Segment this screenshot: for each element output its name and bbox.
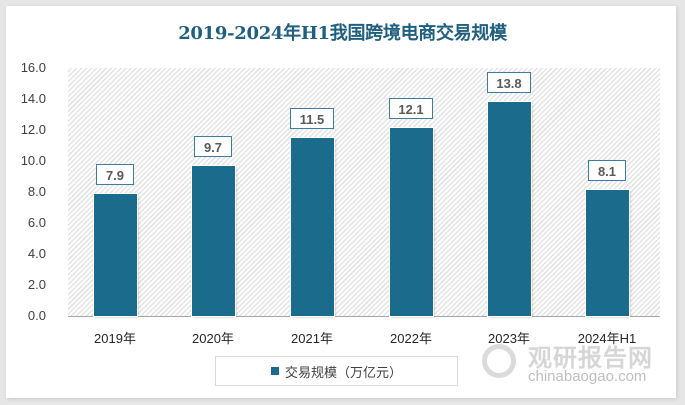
data-label: 12.1 <box>389 98 433 120</box>
y-tick-label: 4.0 <box>27 246 46 261</box>
bar <box>389 128 433 316</box>
bar <box>93 193 137 316</box>
x-axis-line <box>68 316 660 317</box>
data-label: 9.7 <box>194 135 232 157</box>
x-tick-label: 2021年 <box>291 331 333 346</box>
y-tick-label: 12.0 <box>20 122 46 137</box>
watermark: 观研报告网 chinabaogao.com <box>478 338 678 398</box>
bar <box>191 165 235 316</box>
watermark-logo-icon <box>482 344 516 378</box>
x-tick-label: 2023年 <box>488 331 530 346</box>
y-tick-label: 14.0 <box>20 91 46 106</box>
chart-title: 2019-2024年H1我国跨境电商交易规模 <box>178 23 507 44</box>
legend: 交易规模（万亿元） <box>215 356 458 386</box>
x-tick-label: 2022年 <box>390 331 432 346</box>
y-tick-label: 8.0 <box>27 184 46 199</box>
x-tick-label: 2020年 <box>192 331 234 346</box>
legend-label: 交易规模（万亿元） <box>284 365 402 381</box>
bar <box>487 102 531 316</box>
y-tick-label: 0.0 <box>27 308 46 323</box>
data-label: 7.9 <box>96 163 134 185</box>
bar <box>290 137 334 316</box>
y-tick-label: 16.0 <box>20 60 46 75</box>
watermark-cn: 观研报告网 <box>528 344 653 372</box>
plot-area <box>68 68 660 316</box>
watermark-en: chinabaogao.com <box>528 368 647 385</box>
y-tick-label: 6.0 <box>27 215 46 230</box>
y-tick-label: 2.0 <box>27 277 46 292</box>
data-label: 11.5 <box>290 107 334 129</box>
x-tick-label: 2024年H1 <box>577 331 637 346</box>
data-label: 8.1 <box>588 160 626 182</box>
y-tick-label: 10.0 <box>20 153 46 168</box>
data-label: 13.8 <box>487 72 531 94</box>
legend-swatch <box>270 367 279 375</box>
x-tick-label: 2019年 <box>94 331 136 346</box>
bar <box>585 190 629 316</box>
